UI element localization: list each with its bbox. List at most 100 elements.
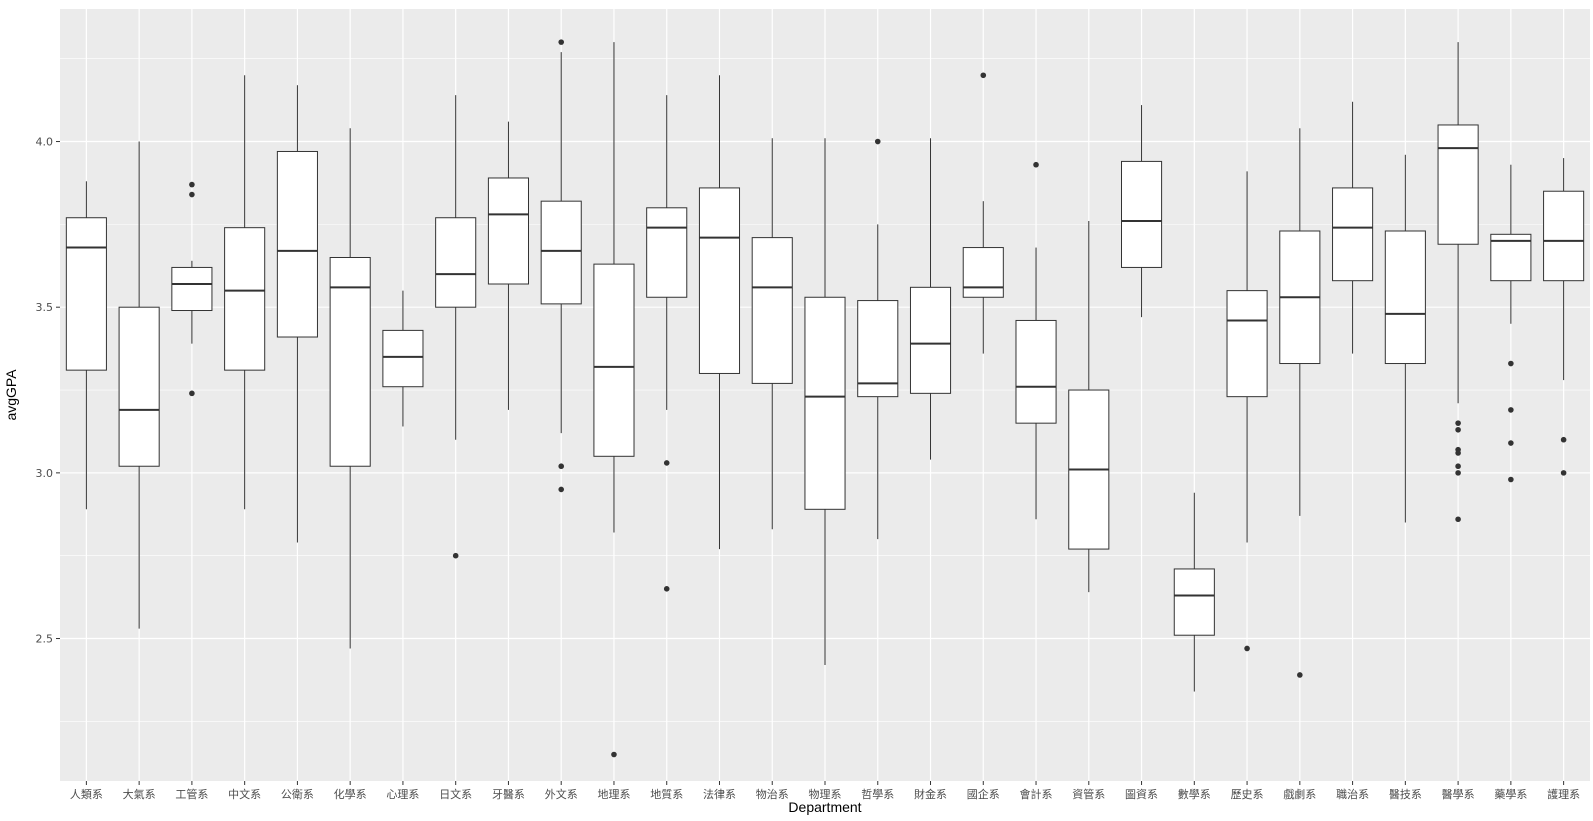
outlier-point [1508, 440, 1514, 446]
x-axis: 人類系 大氣系 工管系 中文系 公衛系 化學系 心理系 日文系 牙醫系 外文系 地理系 地質系 法律系 物… [70, 781, 1580, 801]
y-axis: 2.5 3.0 3.5 4.0 [36, 136, 60, 646]
x-tick-label: 物治系 [756, 787, 789, 801]
x-tick-label: 圖資系 [1125, 788, 1158, 801]
box-iqr [171, 266, 213, 312]
box-iqr [1490, 233, 1532, 282]
box-iqr [804, 296, 846, 510]
box-24 [1279, 128, 1321, 678]
outlier-point [1455, 420, 1461, 426]
box-10 [540, 39, 582, 493]
box-iqr [276, 150, 318, 338]
x-tick-label: 護理系 [1547, 787, 1580, 801]
box-18 [962, 72, 1004, 354]
x-tick-label: 數學系 [1178, 788, 1211, 801]
x-tick-label: 公衛系 [281, 788, 314, 801]
box-25 [1332, 101, 1374, 354]
box-iqr [1543, 190, 1585, 282]
boxes-layer [65, 39, 1585, 758]
x-tick-label: 醫學系 [1442, 788, 1475, 801]
box-iqr [909, 286, 952, 394]
outlier-point [1560, 470, 1567, 476]
box-29 [1543, 158, 1585, 476]
box-iqr [118, 306, 160, 467]
outlier-point [1455, 426, 1461, 433]
box-9 [487, 121, 529, 410]
box-iqr [487, 177, 529, 285]
box-iqr [1121, 160, 1163, 268]
x-tick-label: 法律系 [703, 787, 736, 801]
x-tick-label: 心理系 [386, 788, 419, 801]
x-tick-label: 會計系 [1020, 787, 1053, 801]
box-8 [435, 95, 477, 559]
outlier-point [558, 39, 565, 45]
box-21 [1121, 105, 1163, 318]
box-5 [276, 85, 318, 543]
box-20 [1068, 221, 1110, 593]
outlier-point [558, 463, 565, 470]
x-tick-label: 中文系 [228, 787, 261, 801]
outlier-point [189, 390, 195, 397]
outlier-point [611, 751, 617, 758]
x-tick-label: 戲劇系 [1283, 787, 1316, 801]
x-tick-label: 大氣系 [123, 787, 156, 801]
x-tick-label: 地理系 [597, 788, 630, 801]
x-tick-label: 醫技系 [1389, 788, 1422, 801]
x-tick-label: 職治系 [1336, 787, 1369, 801]
x-tick-label: 外文系 [545, 787, 578, 801]
box-1 [65, 181, 107, 510]
outlier-point [1033, 161, 1039, 168]
box-iqr [1437, 124, 1479, 245]
box-iqr [435, 217, 477, 308]
box-3 [171, 181, 213, 397]
outlier-point [663, 460, 670, 466]
box-iqr [1384, 230, 1426, 365]
box-iqr [962, 247, 1004, 298]
box-15 [804, 138, 846, 666]
box-iqr [593, 263, 635, 457]
x-tick-label: 藥學系 [1494, 788, 1527, 801]
box-28 [1490, 164, 1532, 483]
outlier-point [1508, 476, 1514, 483]
outlier-point [663, 586, 670, 592]
box-22 [1173, 492, 1215, 692]
outlier-point [1244, 645, 1250, 652]
box-iqr [1173, 568, 1215, 636]
box-iqr [698, 187, 741, 374]
y-tick-label: 3.5 [36, 301, 54, 314]
x-tick-label: 牙醫系 [492, 788, 525, 801]
outlier-point [1455, 516, 1461, 523]
outlier-point [1560, 436, 1567, 443]
x-tick-label: 國企系 [967, 787, 1000, 801]
box-27 [1437, 42, 1479, 523]
box-iqr [646, 207, 688, 298]
outlier-point [1297, 672, 1303, 678]
outlier-point [189, 191, 195, 198]
x-tick-label: 化學系 [334, 787, 367, 801]
outlier-point [1455, 450, 1461, 456]
x-tick-label: 哲學系 [861, 788, 894, 801]
x-axis-title: Department [788, 799, 861, 815]
outlier-point [189, 181, 195, 188]
box-13 [698, 75, 741, 550]
box-iqr [857, 300, 899, 398]
x-tick-label: 工管系 [175, 787, 208, 801]
box-11 [593, 42, 635, 758]
box-iqr [224, 227, 266, 371]
box-iqr [1332, 187, 1374, 282]
outlier-point [558, 486, 565, 493]
y-tick-label: 2.5 [36, 633, 54, 646]
outlier-point [452, 552, 459, 559]
box-17 [909, 138, 952, 460]
box-16 [857, 138, 899, 540]
box-iqr [540, 200, 582, 305]
outlier-point [1455, 470, 1461, 476]
box-19 [1015, 161, 1057, 520]
x-tick-label: 日文系 [439, 787, 472, 801]
y-axis-title: avgGPA [3, 369, 19, 421]
box-iqr [1226, 290, 1268, 398]
outlier-point [1508, 407, 1514, 413]
x-tick-label: 歷史系 [1231, 788, 1264, 801]
x-tick-label: 人類系 [70, 788, 103, 801]
y-tick-label: 3.0 [36, 467, 54, 480]
